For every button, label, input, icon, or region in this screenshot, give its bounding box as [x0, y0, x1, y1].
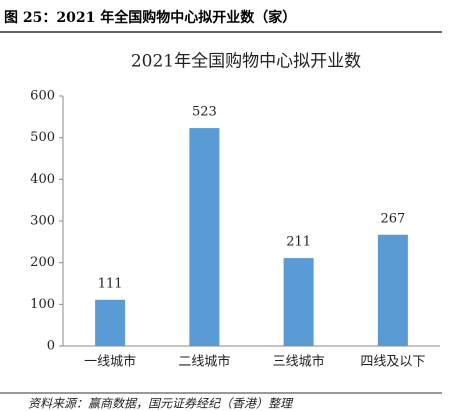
bar — [377, 234, 408, 346]
chart-title: 2021年全国购物中心拟开业数 — [131, 52, 361, 72]
bar — [95, 299, 126, 346]
y-tick-label: 600 — [30, 89, 55, 104]
data-label: 523 — [192, 105, 217, 120]
x-tick-label: 一线城市 — [84, 354, 136, 370]
x-tick-label: 三线城市 — [273, 354, 325, 370]
bar — [189, 128, 220, 346]
y-tick-label: 400 — [30, 172, 55, 187]
data-label: 111 — [98, 276, 123, 291]
y-tick-label: 100 — [30, 297, 55, 312]
y-tick-label: 500 — [30, 130, 55, 145]
x-tick-label: 二线城市 — [178, 354, 230, 370]
bar — [283, 258, 314, 346]
figure-caption: 图 25：2021 年全国购物中心拟开业数（家） — [4, 9, 296, 26]
x-tick-label: 四线及以下 — [360, 355, 425, 370]
source-note: 资料来源：赢商数据，国元证券经纪（香港）整理 — [28, 397, 294, 411]
data-label: 211 — [286, 235, 311, 250]
y-tick-label: 200 — [30, 255, 55, 270]
y-tick-label: 300 — [30, 214, 55, 229]
data-label: 267 — [380, 211, 405, 226]
y-tick-label: 0 — [47, 339, 55, 354]
